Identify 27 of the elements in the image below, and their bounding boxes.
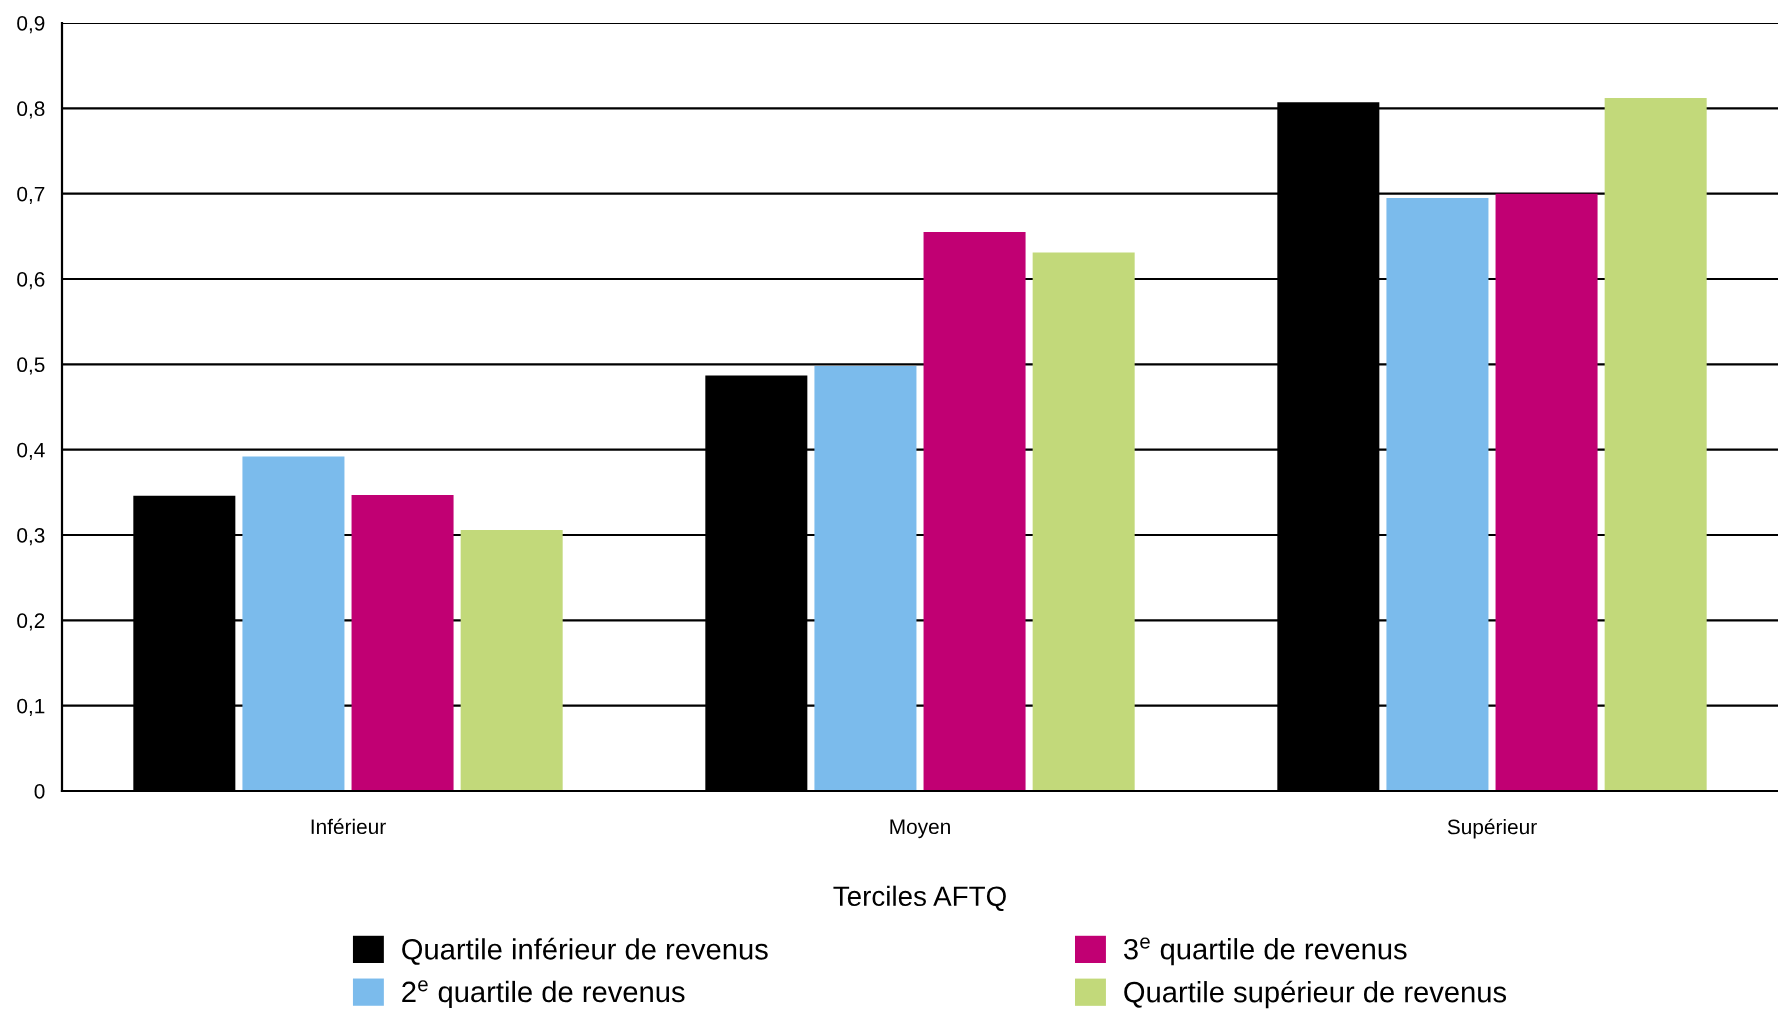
x-tick-label: Inférieur [311, 818, 386, 835]
y-tick-label: 0,8 [17, 101, 45, 119]
y-tick-label: 0,4 [17, 442, 45, 460]
legend-label: Quartile supérieur de revenus [1124, 980, 1507, 1009]
x-axis-title: Terciles AFTQ [833, 885, 1006, 912]
y-tick-label: 0,3 [17, 528, 45, 546]
y-tick-label: 0,6 [17, 272, 45, 290]
bar [814, 366, 917, 791]
legend-label: Quartile inférieur de revenus [402, 937, 768, 965]
bar [1495, 193, 1598, 791]
y-tick-label: 0,2 [17, 613, 45, 631]
legend-label: 3$^{e}$ quartile de revenus [1123, 937, 1407, 966]
bar [460, 529, 563, 791]
y-tick-label: 0,1 [17, 698, 45, 716]
y-tick-label: 0,9 [17, 16, 45, 34]
y-tick-label: 0,7 [17, 186, 45, 204]
bar [351, 494, 454, 791]
legend-label: 2$^{e}$ quartile de revenus [402, 980, 685, 1009]
bar [1386, 197, 1489, 791]
bar [1604, 98, 1707, 791]
x-tick-label: Moyen [890, 819, 950, 839]
bar [1032, 252, 1135, 791]
x-tick-label: Supérieur [1447, 818, 1537, 839]
bar [242, 456, 345, 791]
bar [923, 232, 1026, 791]
y-tick-label: 0 [34, 784, 45, 799]
y-tick-label: 0,5 [17, 357, 45, 375]
